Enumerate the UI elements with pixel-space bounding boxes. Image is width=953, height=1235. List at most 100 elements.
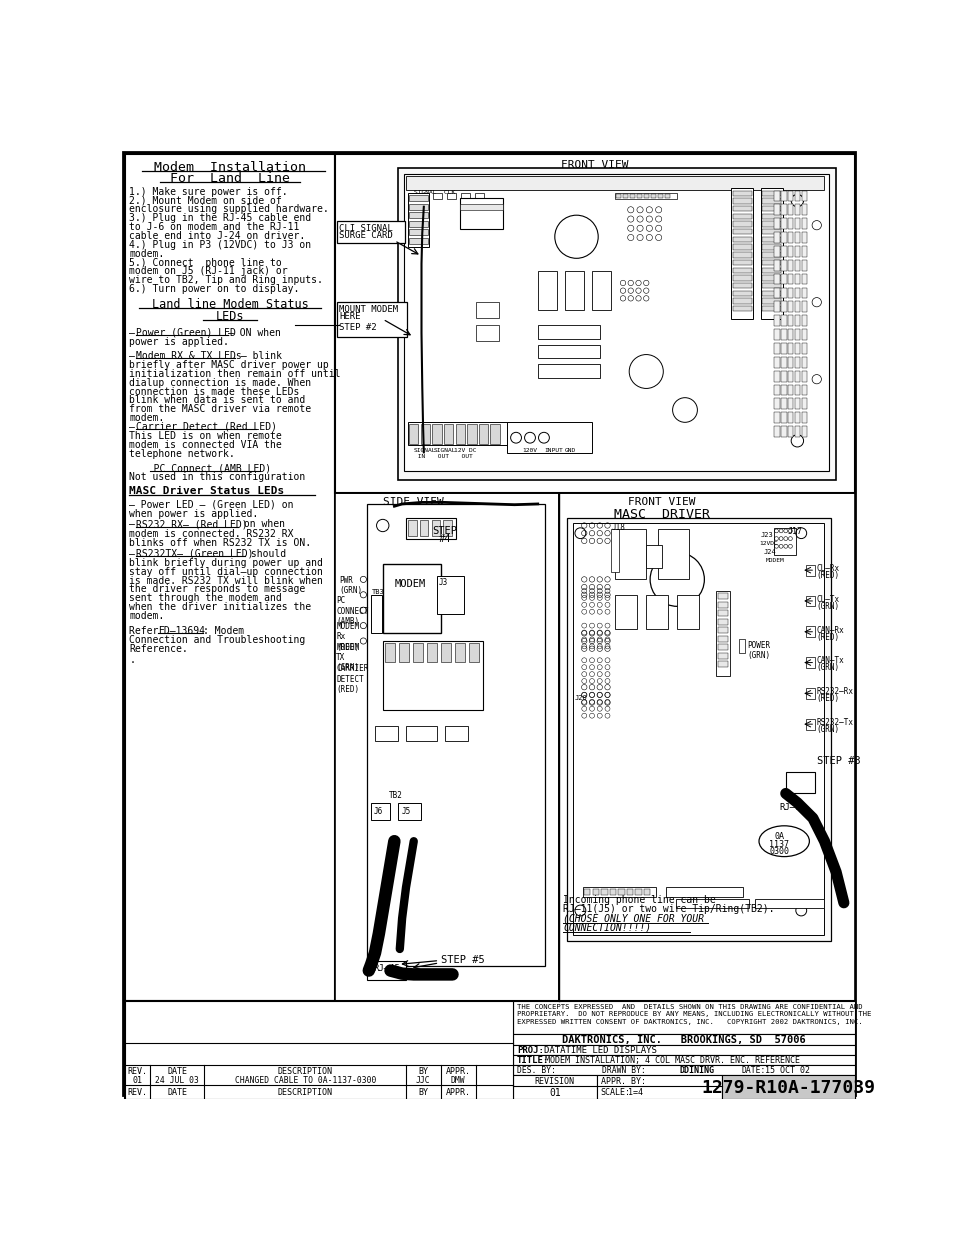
Text: FRONT VIEW: FRONT VIEW bbox=[627, 496, 695, 508]
Bar bbox=[609, 889, 616, 895]
Bar bbox=[787, 205, 793, 215]
Bar bbox=[626, 889, 633, 895]
Bar bbox=[773, 343, 779, 353]
Text: CAN–Rx: CAN–Rx bbox=[816, 626, 843, 635]
Text: J17: J17 bbox=[786, 527, 801, 536]
Bar bbox=[781, 259, 785, 270]
Text: modem is connected VIA the: modem is connected VIA the bbox=[130, 440, 282, 450]
Bar bbox=[125, 1002, 854, 1099]
Bar bbox=[794, 259, 800, 270]
Bar bbox=[761, 283, 781, 288]
Bar bbox=[406, 726, 436, 741]
Bar bbox=[732, 268, 751, 273]
Bar bbox=[773, 259, 779, 270]
Bar bbox=[513, 1066, 854, 1076]
Bar bbox=[408, 520, 416, 536]
Bar bbox=[460, 193, 470, 199]
Bar bbox=[336, 221, 405, 243]
Text: 1279-R10A-177039: 1279-R10A-177039 bbox=[700, 1078, 874, 1097]
Bar bbox=[665, 888, 742, 897]
Bar bbox=[787, 343, 793, 353]
Bar bbox=[409, 237, 427, 243]
Text: Connection and Troubleshooting: Connection and Troubleshooting bbox=[130, 635, 305, 645]
Bar bbox=[801, 399, 806, 409]
Bar bbox=[600, 889, 607, 895]
Text: blink when data is sent to and: blink when data is sent to and bbox=[130, 395, 305, 405]
Bar bbox=[375, 726, 397, 741]
Bar bbox=[773, 205, 779, 215]
Text: MODEM
Rx
(RED): MODEM Rx (RED) bbox=[335, 621, 359, 652]
Bar bbox=[537, 345, 599, 358]
Text: TB3: TB3 bbox=[372, 589, 384, 595]
Bar bbox=[409, 195, 427, 201]
Bar bbox=[761, 206, 781, 211]
Bar bbox=[773, 384, 779, 395]
Bar bbox=[785, 772, 815, 793]
Text: REV.: REV. bbox=[128, 1088, 148, 1097]
Bar bbox=[618, 889, 624, 895]
Text: from the MASC driver via remote: from the MASC driver via remote bbox=[130, 404, 311, 414]
Text: (RED): (RED) bbox=[816, 571, 839, 580]
Bar bbox=[801, 246, 806, 257]
Bar bbox=[622, 194, 628, 199]
Bar bbox=[801, 343, 806, 353]
Bar bbox=[732, 237, 751, 242]
Bar bbox=[805, 626, 815, 637]
Bar bbox=[805, 719, 815, 730]
Bar bbox=[537, 325, 599, 340]
Bar bbox=[409, 228, 427, 235]
Text: MODEM
TX
(GRN): MODEM TX (GRN) bbox=[335, 642, 359, 672]
Text: 01: 01 bbox=[548, 1088, 560, 1098]
Text: This LED is on when remote: This LED is on when remote bbox=[130, 431, 282, 441]
Bar bbox=[596, 1076, 721, 1099]
Bar bbox=[781, 343, 785, 353]
Bar bbox=[787, 274, 793, 284]
Text: STEP: STEP bbox=[432, 526, 456, 536]
Text: POWER
(GRN): POWER (GRN) bbox=[746, 641, 769, 661]
Bar bbox=[443, 520, 452, 536]
Bar bbox=[645, 545, 661, 568]
Bar bbox=[558, 493, 854, 1002]
Bar bbox=[781, 426, 785, 437]
Text: 1=4: 1=4 bbox=[627, 1088, 642, 1097]
Bar bbox=[476, 325, 498, 341]
Bar bbox=[801, 412, 806, 424]
Text: MODEM: MODEM bbox=[394, 579, 425, 589]
Text: telephone network.: telephone network. bbox=[130, 450, 234, 459]
Bar bbox=[801, 301, 806, 312]
Text: modem.: modem. bbox=[130, 611, 165, 621]
Text: TB2: TB2 bbox=[389, 792, 402, 800]
Text: PROJ:: PROJ: bbox=[517, 1046, 543, 1055]
Bar bbox=[761, 245, 781, 249]
Bar bbox=[761, 259, 781, 266]
Bar bbox=[564, 272, 583, 310]
Bar bbox=[794, 357, 800, 368]
Text: DATATIME LED DISPLAYS: DATATIME LED DISPLAYS bbox=[543, 1046, 656, 1055]
Bar bbox=[732, 259, 751, 266]
Bar bbox=[773, 399, 779, 409]
Text: –: – bbox=[130, 351, 141, 361]
Bar bbox=[761, 214, 781, 219]
Text: – Power LED – (Green LED) on: – Power LED – (Green LED) on bbox=[130, 499, 294, 509]
Text: initialization then remain off until: initialization then remain off until bbox=[130, 369, 340, 379]
Bar bbox=[732, 206, 751, 211]
Bar bbox=[447, 193, 456, 199]
Bar bbox=[664, 194, 670, 199]
Bar bbox=[739, 640, 744, 653]
Bar bbox=[732, 275, 751, 280]
Bar bbox=[794, 384, 800, 395]
Text: –: – bbox=[130, 548, 141, 558]
Bar bbox=[761, 306, 781, 311]
Bar bbox=[761, 252, 781, 258]
Text: SIDE VIEW: SIDE VIEW bbox=[383, 496, 444, 508]
Bar bbox=[781, 384, 785, 395]
Bar bbox=[787, 357, 793, 368]
Bar bbox=[629, 194, 635, 199]
Bar bbox=[760, 188, 781, 319]
Bar bbox=[794, 426, 800, 437]
Bar bbox=[794, 232, 800, 243]
Text: Power (Green) LED: Power (Green) LED bbox=[136, 327, 236, 337]
Bar bbox=[781, 315, 785, 326]
Text: blink briefly during power up and: blink briefly during power up and bbox=[130, 558, 323, 568]
Bar bbox=[805, 595, 815, 606]
